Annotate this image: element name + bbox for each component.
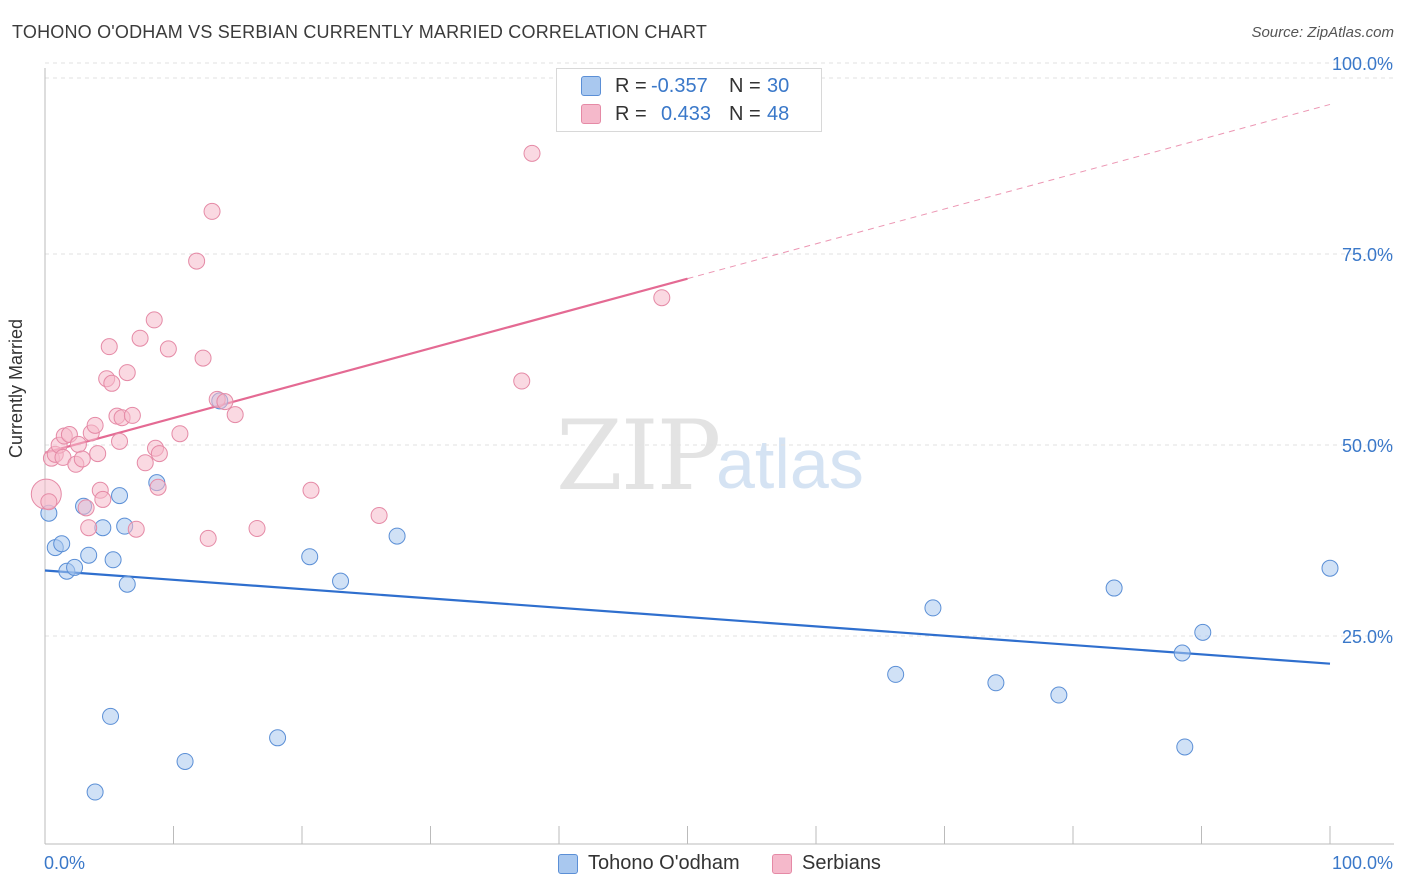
legend-n-value: 48	[767, 102, 790, 125]
correlation-legend: R = -0.357 N = 30 R = 0.433 N = 48	[556, 68, 822, 132]
serbian-point	[145, 311, 163, 329]
serbian-point	[149, 478, 167, 496]
axes	[44, 68, 1394, 845]
serbian-point	[523, 144, 541, 162]
serbian-point	[136, 454, 154, 472]
tohono-point	[80, 546, 98, 564]
legend-n-label: N =	[729, 74, 761, 97]
source-label: Source: ZipAtlas.com	[1251, 24, 1394, 41]
legend-swatch-tohono	[558, 853, 578, 874]
serbian-point	[302, 481, 320, 499]
serbian-point	[150, 445, 168, 463]
legend-n-value: 30	[767, 74, 790, 97]
serbian-point	[89, 445, 107, 463]
legend-item-serbians: Serbians	[772, 852, 881, 875]
legend-item-tohono: Tohono O'odham	[558, 852, 740, 875]
tohono-point	[66, 558, 84, 576]
tohono-point	[1176, 738, 1194, 756]
serbian-point	[199, 529, 217, 547]
serbian-point	[171, 425, 189, 443]
legend-swatch-tohono	[581, 76, 601, 96]
tohono-point	[94, 519, 112, 537]
legend-n-label: N =	[729, 102, 761, 125]
serbian-trend-line	[44, 277, 688, 454]
tohono-point	[301, 548, 319, 566]
serbian-point	[111, 432, 129, 450]
tohono-point	[176, 752, 194, 770]
tohono-point	[104, 551, 122, 569]
serbian-point	[127, 520, 145, 538]
legend-r-value: 0.433	[661, 102, 712, 125]
serbian-point	[131, 329, 149, 347]
serbian-point	[203, 202, 221, 220]
serbian-point	[100, 338, 118, 356]
serbian-point	[216, 393, 234, 411]
tohono-point	[53, 535, 71, 553]
serbian-point	[94, 490, 112, 508]
serbian-point	[188, 252, 206, 270]
gridlines	[45, 62, 1394, 637]
serbian-point	[73, 450, 91, 468]
tohono-point	[332, 572, 350, 590]
legend-label-tohono: Tohono O'odham	[588, 852, 740, 874]
y-tick-label: 75.0%	[1342, 245, 1393, 265]
tohono-point	[1321, 559, 1339, 577]
tohono-point	[118, 575, 136, 593]
tohono-point	[987, 674, 1005, 692]
tohono-point	[86, 783, 104, 801]
serbian-point	[77, 499, 95, 517]
serbian-point	[194, 349, 212, 367]
legend-label-serbians: Serbians	[802, 852, 881, 874]
legend-r-value: -0.357	[651, 74, 708, 97]
legend-swatch-serbians	[772, 853, 792, 874]
watermark-zip: ZIP	[556, 400, 721, 512]
tohono-point	[111, 487, 129, 505]
tohono-point	[887, 665, 905, 683]
tohono-point	[1173, 644, 1191, 662]
series-legend: Tohono O'odham Serbians	[0, 852, 1406, 876]
serbian-point	[123, 406, 141, 424]
serbian-point	[653, 289, 671, 307]
serbian-point	[86, 416, 104, 434]
serbian-point	[69, 435, 87, 453]
chart-title: TOHONO O'ODHAM VS SERBIAN CURRENTLY MARR…	[12, 22, 708, 42]
trend-lines	[44, 103, 1331, 665]
serbian-point	[370, 506, 388, 524]
data-points	[30, 144, 1339, 801]
x-tick-label: 0.0%	[44, 853, 85, 873]
serbian-point	[103, 374, 121, 392]
tohono-point	[102, 707, 120, 725]
legend-row-serbians: R = 0.433 N = 48	[581, 102, 789, 126]
y-axis-label: Currently Married	[6, 318, 26, 458]
y-tick-label: 25.0%	[1342, 627, 1393, 647]
serbian-point	[159, 340, 177, 358]
serbian-point	[513, 372, 531, 390]
legend-r-label: R =	[615, 74, 647, 97]
serbian-point	[80, 519, 98, 537]
x-tick-label: 100.0%	[1332, 853, 1393, 873]
serbian-point	[118, 364, 136, 382]
watermark-atlas: atlas	[716, 425, 864, 503]
tohono-point	[924, 599, 942, 617]
tohono-point	[269, 729, 287, 747]
legend-swatch-serbians	[581, 104, 601, 124]
legend-row-tohono: R = -0.357 N = 30	[581, 74, 789, 98]
serbian-point	[248, 519, 266, 537]
tohono-point	[1105, 579, 1123, 597]
tohono-point	[1194, 623, 1212, 641]
serbian-point	[40, 493, 58, 511]
tohono-trend-line	[44, 569, 1331, 665]
tick-labels: 100.0% 75.0% 50.0% 25.0% 0.0% 100.0%	[44, 54, 1393, 873]
y-tick-label: 100.0%	[1332, 54, 1393, 74]
serbian-point	[226, 406, 244, 424]
serbian-trend-extension	[687, 103, 1331, 280]
tohono-point	[1050, 686, 1068, 704]
y-tick-label: 50.0%	[1342, 436, 1393, 456]
tohono-point	[388, 527, 406, 545]
legend-r-label: R =	[615, 102, 647, 125]
